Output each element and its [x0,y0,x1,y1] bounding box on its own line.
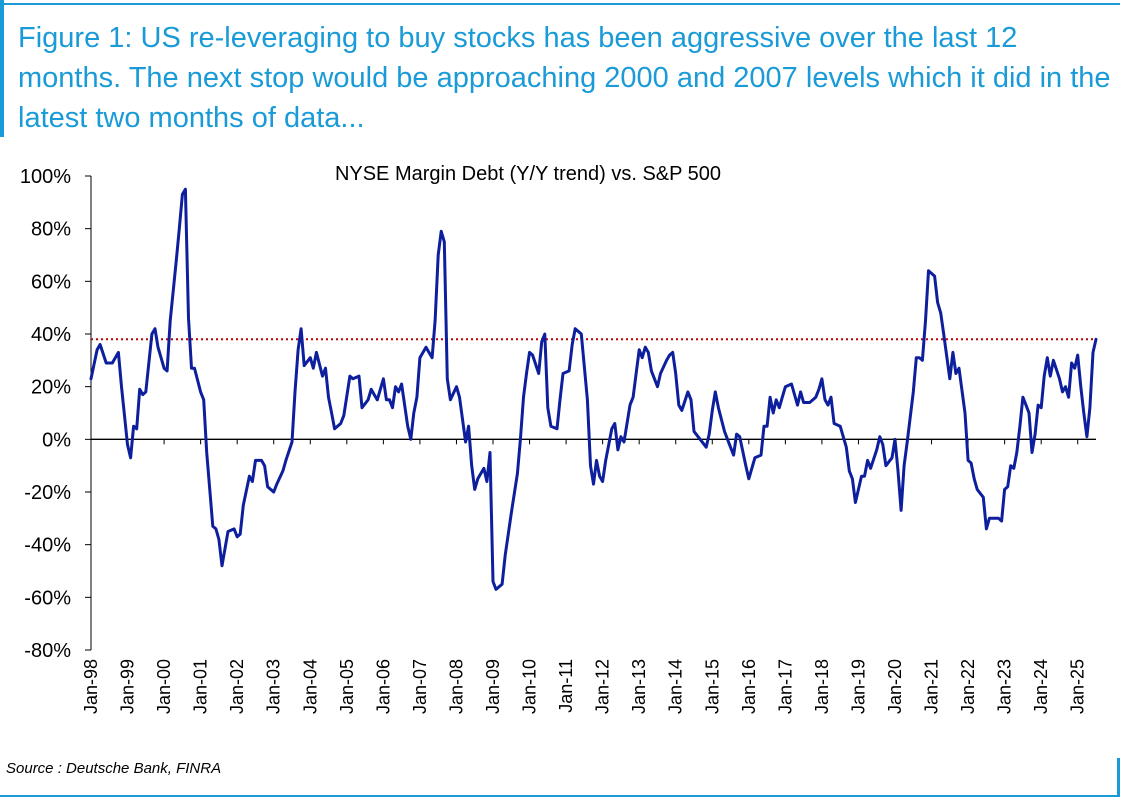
x-tick-label: Jan-05 [337,659,357,714]
y-tick-label: -60% [24,587,71,609]
chart-title-wrap: NYSE Margin Debt (Y/Y trend) vs. S&P 500 [0,163,1128,186]
x-tick-label: Jan-16 [739,659,759,714]
x-tick-label: Jan-04 [300,659,320,714]
x-tick-label: Jan-98 [81,659,101,714]
x-tick-label: Jan-21 [922,659,942,714]
x-tick-label: Jan-09 [483,659,503,714]
x-tick-label: Jan-00 [154,659,174,714]
x-tick-label: Jan-17 [775,659,795,714]
x-tick-label: Jan-22 [958,659,978,714]
figure-title: Figure 1: US re-leveraging to buy stocks… [18,22,1111,134]
x-tick-label: Jan-25 [1068,659,1088,714]
x-tick-label: Jan-24 [1031,659,1051,714]
x-tick-label: Jan-03 [264,659,284,714]
y-tick-label: 100% [20,166,71,188]
x-tick-label: Jan-07 [410,659,430,714]
y-tick-label: -80% [24,640,71,662]
y-tick-label: -20% [24,482,71,504]
chart-title: NYSE Margin Debt (Y/Y trend) vs. S&P 500 [334,163,722,185]
x-tick-label: Jan-14 [666,659,686,714]
x-tick-label: Jan-08 [446,659,466,714]
y-tick-label: -40% [24,535,71,557]
bottom-rule [0,795,1120,797]
source-note: Source : Deutsche Bank, FINRA [6,760,222,777]
x-tick-label: Jan-15 [702,659,722,714]
x-tick-label: Jan-20 [885,659,905,714]
x-tick-label: Jan-11 [556,659,576,713]
x-tick-label: Jan-99 [118,659,138,714]
x-tick-label: Jan-13 [629,659,649,714]
x-tick-label: Jan-06 [373,659,393,714]
x-tick-label: Jan-02 [227,659,247,714]
x-tick-label: Jan-01 [191,659,211,714]
x-tick-label: Jan-12 [593,659,613,714]
y-tick-label: 40% [31,324,71,346]
series-line-margin-debt-yoy [89,187,1098,591]
x-tick-label: Jan-19 [848,659,868,714]
y-tick-label: 20% [31,377,71,399]
x-tick-label: Jan-18 [812,659,832,714]
bottom-accent-bar [1117,758,1120,797]
x-tick-label: Jan-23 [995,659,1015,714]
x-tick-label: Jan-10 [520,659,540,714]
y-tick-label: 60% [31,271,71,293]
top-rule [0,3,1120,5]
title-accent-bar [0,0,4,137]
y-tick-label: 80% [31,219,71,241]
y-tick-label: 0% [42,429,71,451]
